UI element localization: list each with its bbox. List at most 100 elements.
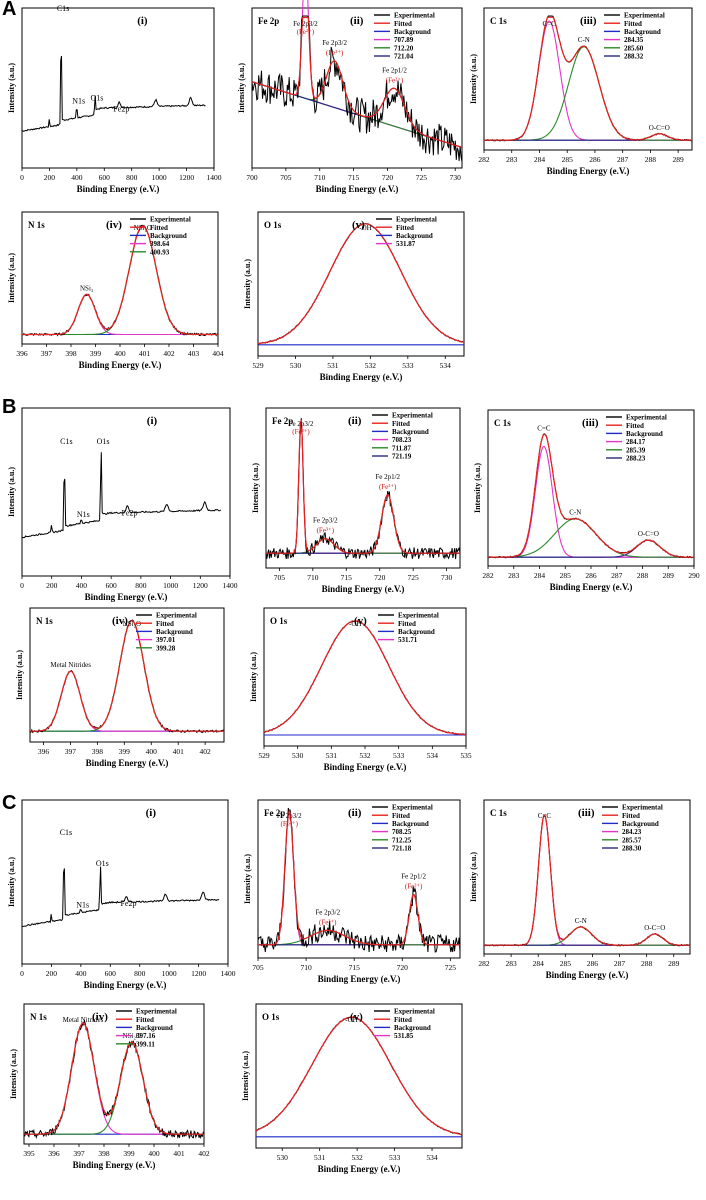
peak-annotation: Fe 2p3/2 bbox=[289, 420, 314, 428]
peak-annotation: N1s bbox=[77, 510, 90, 519]
panel-label: (iii) bbox=[582, 417, 599, 429]
x-tick-label: 284 bbox=[534, 571, 546, 580]
peak-annotation: NSi₂O bbox=[134, 224, 152, 232]
peak-annotation: C=C bbox=[538, 812, 552, 820]
plot-frame bbox=[257, 211, 465, 357]
peak-annotation: C=C bbox=[537, 424, 551, 432]
x-tick-label: 720 bbox=[397, 963, 409, 972]
legend-entry: Fitted bbox=[136, 1016, 154, 1024]
y-axis-label: Intensity (a.u.) bbox=[469, 852, 478, 902]
peak-annotation: Fe 2p1/2 bbox=[382, 66, 407, 74]
x-tick-label: 289 bbox=[663, 571, 675, 580]
legend-entry: 711.87 bbox=[392, 444, 411, 452]
x-tick-label: 400 bbox=[148, 1149, 160, 1158]
x-axis-label: Binding Energy (e.V.) bbox=[324, 762, 407, 772]
oxidation-state-label: (Fe²⁺) bbox=[297, 28, 315, 36]
x-tick-label: 397 bbox=[73, 1149, 85, 1158]
legend-entry: 398.64 bbox=[150, 240, 170, 248]
legend-entry: 707.89 bbox=[394, 36, 414, 44]
legend-entry: 397.01 bbox=[156, 636, 176, 644]
peak-annotation: O1s bbox=[97, 437, 110, 446]
x-tick-label: 715 bbox=[349, 963, 361, 972]
x-tick-label: 401 bbox=[173, 747, 185, 756]
x-tick-label: 283 bbox=[505, 959, 517, 968]
x-axis-label: Binding Energy (e.V.) bbox=[77, 184, 160, 194]
panel-c-i: 0 200 400 600 800 1000 1200 1400 Binding Energy … bbox=[7, 799, 236, 990]
x-tick-label: 730 bbox=[441, 573, 453, 582]
panel-a-ii: 700 705 710 715 720 725 730 Binding Energy (e.V… bbox=[237, 0, 463, 194]
x-tick-label: 535 bbox=[460, 751, 472, 760]
x-axis-label: Binding Energy (e.V.) bbox=[550, 582, 633, 592]
experimental-line bbox=[23, 1019, 205, 1140]
legend-entry: Background bbox=[392, 428, 429, 436]
peak-annotation: Fe 2p3/2 bbox=[293, 20, 318, 28]
experimental-line bbox=[251, 15, 463, 163]
legend-entry: 288.32 bbox=[624, 53, 644, 61]
oxidation-state-label: (Fe³⁺) bbox=[317, 527, 335, 535]
x-tick-label: 396 bbox=[38, 747, 50, 756]
panel-label: (iii) bbox=[578, 807, 595, 819]
x-tick-label: 287 bbox=[617, 155, 629, 164]
panel-label: (v) bbox=[352, 219, 365, 231]
plot-frame bbox=[29, 607, 225, 743]
peak-annotation: NSi₂O bbox=[123, 620, 141, 628]
legend-entry: Experimental bbox=[136, 1008, 177, 1016]
oxidation-state-label: (Fe²⁺) bbox=[292, 428, 310, 436]
y-axis-label: Intensity (a.u.) bbox=[15, 650, 24, 700]
section-letter-a: A bbox=[2, 0, 17, 20]
x-tick-label: 700 bbox=[246, 173, 258, 182]
x-tick-label: 397 bbox=[65, 747, 77, 756]
peak-annotation: Fe 2p3/2 bbox=[277, 812, 302, 820]
x-tick-label: 705 bbox=[252, 963, 264, 972]
peak-annotation: Fe2p bbox=[121, 508, 137, 517]
experimental-line bbox=[263, 620, 467, 736]
x-tick-label: 403 bbox=[188, 349, 200, 358]
panel-label: (iii) bbox=[580, 15, 597, 27]
survey-spectrum-line bbox=[21, 866, 220, 928]
legend-entry: Background bbox=[394, 28, 431, 36]
x-tick-label: 533 bbox=[393, 751, 405, 760]
legend-entry: 284.35 bbox=[624, 36, 644, 44]
component-peak-1 bbox=[263, 620, 466, 736]
x-tick-label: 282 bbox=[478, 959, 490, 968]
x-tick-label: 288 bbox=[641, 959, 653, 968]
oxidation-state-label: (Fe²⁺) bbox=[386, 76, 404, 84]
survey-spectrum-line bbox=[21, 452, 222, 539]
legend-entry: Background bbox=[398, 628, 435, 636]
component-peak-1 bbox=[255, 1016, 463, 1136]
panel-b-ii: 705 710 715 720 725 730 Binding Energy (e.V.) I… bbox=[251, 407, 461, 594]
peak-annotation: Fe 2p3/2 bbox=[315, 908, 340, 916]
x-axis-label: Binding Energy (e.V.) bbox=[546, 970, 629, 980]
x-tick-label: 400 bbox=[71, 173, 83, 182]
panel-title: N 1s bbox=[28, 220, 45, 230]
x-tick-label: 283 bbox=[506, 155, 518, 164]
legend-entry: 397.16 bbox=[136, 1032, 156, 1040]
x-tick-label: 284 bbox=[533, 959, 545, 968]
oxidation-state-label: (Fe³⁺) bbox=[326, 49, 344, 57]
panel-label: (iv) bbox=[112, 615, 128, 627]
experimental-line bbox=[487, 433, 695, 559]
plot-frame bbox=[255, 1003, 463, 1149]
plot-frame bbox=[23, 1003, 205, 1145]
peak-annotation: O-C=O bbox=[644, 924, 665, 932]
x-tick-label: 402 bbox=[200, 747, 212, 756]
x-tick-label: 398 bbox=[98, 1149, 110, 1158]
legend-entry: Fitted bbox=[392, 812, 410, 820]
legend-entry: Fitted bbox=[396, 224, 414, 232]
peak-annotation: C1s bbox=[60, 828, 72, 837]
legend-entry: Fitted bbox=[626, 422, 644, 430]
panel-a-v: 529 530 531 532 533 534 Binding Energy (e.V.) I… bbox=[243, 211, 465, 382]
x-tick-label: 534 bbox=[440, 361, 452, 370]
x-tick-label: 285 bbox=[560, 571, 572, 580]
plot-frame bbox=[257, 799, 461, 959]
y-axis-label: Intensity (a.u.) bbox=[7, 467, 16, 517]
panel-b-iv: 396 397 398 399 400 401 402 Binding Energy (e.V… bbox=[15, 607, 225, 768]
peak-annotation: C1s bbox=[60, 437, 72, 446]
x-tick-label: 725 bbox=[445, 963, 457, 972]
plot-frame bbox=[21, 799, 229, 965]
x-tick-label: 531 bbox=[327, 361, 339, 370]
panel-label: (ii) bbox=[350, 15, 364, 27]
x-tick-label: 398 bbox=[65, 349, 77, 358]
legend-entry: 712.25 bbox=[392, 836, 412, 844]
